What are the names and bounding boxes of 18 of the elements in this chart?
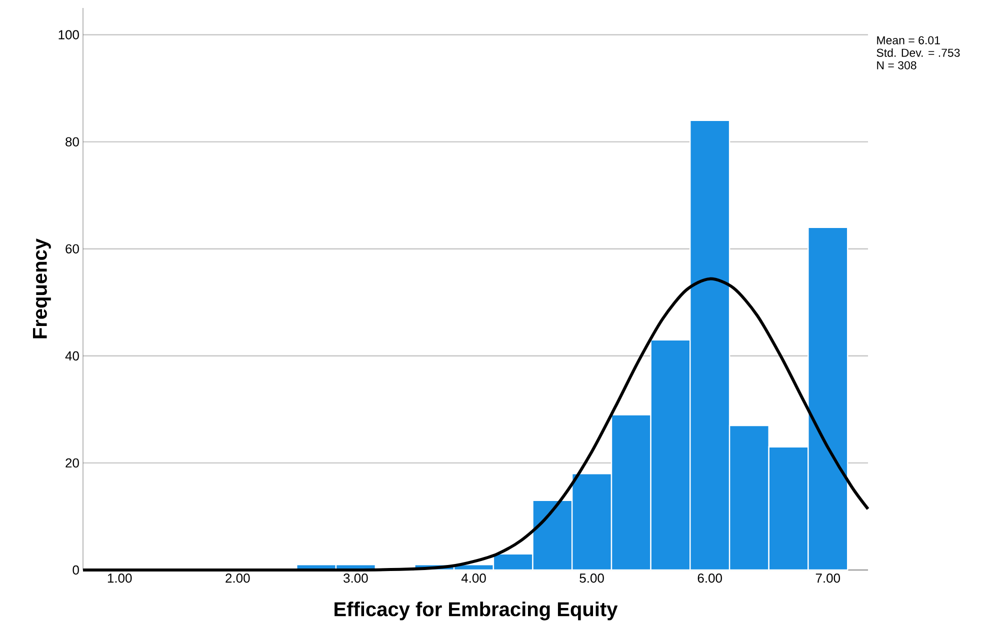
x-tick-label: 5.00 (580, 574, 604, 583)
y-tick-label: 40 (65, 351, 79, 360)
y-axis-title: Frequency (33, 238, 51, 338)
x-tick-label: 3.00 (344, 574, 368, 583)
y-tick-label: 0 (72, 565, 79, 575)
text: N = 308 (877, 61, 916, 70)
text: Mean = 6.01 (877, 36, 940, 44)
y-tick-label: 80 (66, 137, 79, 146)
x-axis-title: Efficacy for Embracing Equity (334, 602, 618, 620)
y-tick-label: 60 (66, 244, 79, 254)
x-tick-label: 7.00 (816, 574, 840, 583)
x-tick-label: 1.00 (108, 574, 132, 583)
x-tick-label: 4.00 (461, 574, 486, 583)
y-tick-label: 100 (58, 30, 79, 40)
x-tick-label: 2.00 (226, 574, 250, 583)
x-tick-label: 6.00 (698, 574, 722, 583)
y-tick-label: 20 (66, 458, 79, 468)
text: Std. Dev. = .753 (876, 48, 960, 57)
